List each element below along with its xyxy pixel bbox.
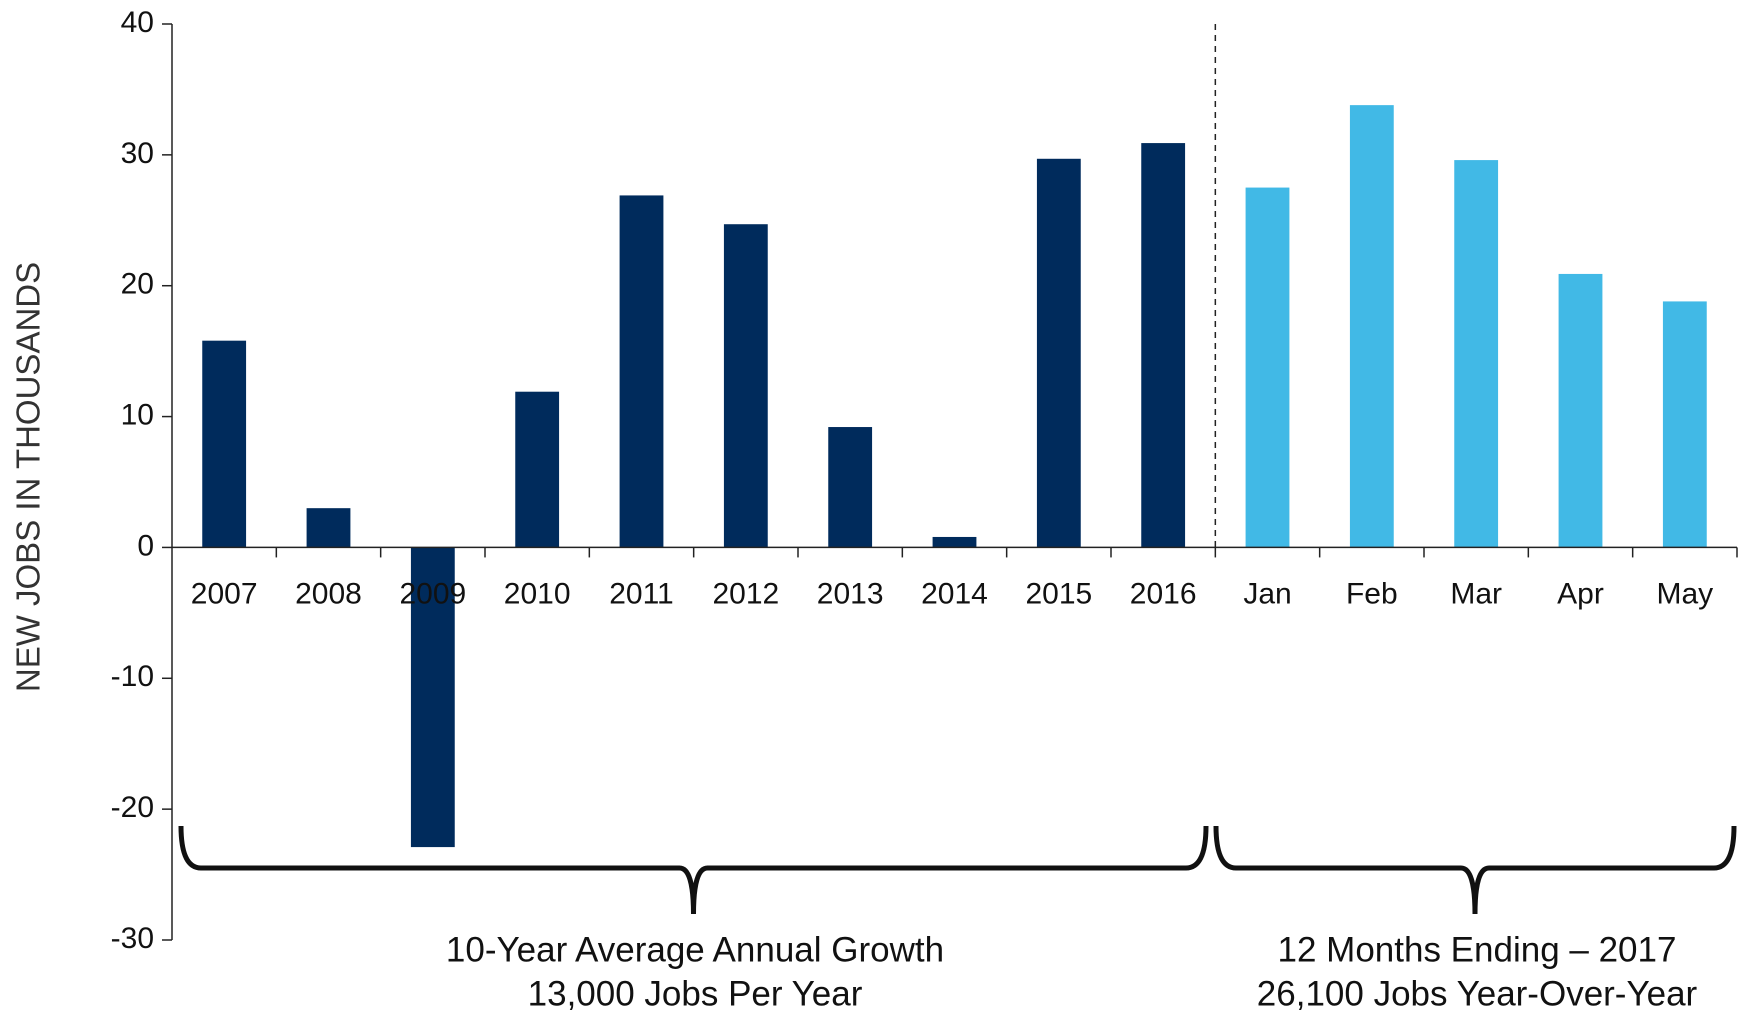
y-axis-label: NEW JOBS IN THOUSANDS bbox=[10, 262, 47, 692]
x-tick-label: 2014 bbox=[921, 577, 988, 610]
x-tick-label: Feb bbox=[1346, 577, 1398, 610]
x-tick-label: 2008 bbox=[295, 577, 362, 610]
bar bbox=[1662, 301, 1707, 548]
bar bbox=[1349, 105, 1394, 548]
x-tick-label: 2012 bbox=[712, 577, 779, 610]
x-tick-label: 2015 bbox=[1025, 577, 1092, 610]
bar bbox=[723, 224, 768, 548]
x-tick-label: May bbox=[1656, 577, 1713, 610]
brace bbox=[178, 825, 1209, 915]
y-tick-label: -10 bbox=[111, 660, 154, 693]
y-tick-label: -30 bbox=[111, 922, 154, 955]
x-tick-label: 2016 bbox=[1130, 577, 1197, 610]
bar bbox=[515, 391, 560, 548]
bar bbox=[202, 340, 247, 548]
x-tick-label: 2013 bbox=[817, 577, 884, 610]
bar bbox=[1245, 187, 1290, 548]
annotation: 10-Year Average Annual Growth bbox=[446, 930, 944, 969]
y-tick-label: 0 bbox=[137, 529, 154, 562]
bar bbox=[932, 536, 977, 548]
y-tick-label: 30 bbox=[121, 137, 154, 170]
annotation: 12 Months Ending – 2017 bbox=[1278, 930, 1677, 969]
y-tick-label: 20 bbox=[121, 268, 154, 301]
x-tick-label: Apr bbox=[1557, 577, 1604, 610]
bar bbox=[828, 427, 873, 548]
y-tick-label: 10 bbox=[121, 398, 154, 431]
y-tick-label: 40 bbox=[121, 6, 154, 39]
bar bbox=[410, 547, 455, 848]
bar bbox=[1558, 273, 1603, 548]
brace bbox=[1213, 825, 1737, 915]
bar bbox=[1141, 143, 1186, 548]
annotation: 13,000 Jobs Per Year bbox=[528, 974, 863, 1013]
annotation: 26,100 Jobs Year-Over-Year bbox=[1257, 974, 1698, 1013]
y-tick-label: -20 bbox=[111, 791, 154, 824]
x-tick-label: 2007 bbox=[191, 577, 258, 610]
x-tick-label: 2009 bbox=[399, 577, 466, 610]
x-tick-label: Jan bbox=[1243, 577, 1291, 610]
bar bbox=[306, 508, 351, 548]
x-tick-label: Mar bbox=[1450, 577, 1502, 610]
bar bbox=[1454, 160, 1499, 548]
bar bbox=[1036, 158, 1081, 548]
x-tick-label: 2010 bbox=[504, 577, 571, 610]
x-tick-label: 2011 bbox=[609, 577, 674, 610]
bar bbox=[619, 195, 664, 548]
